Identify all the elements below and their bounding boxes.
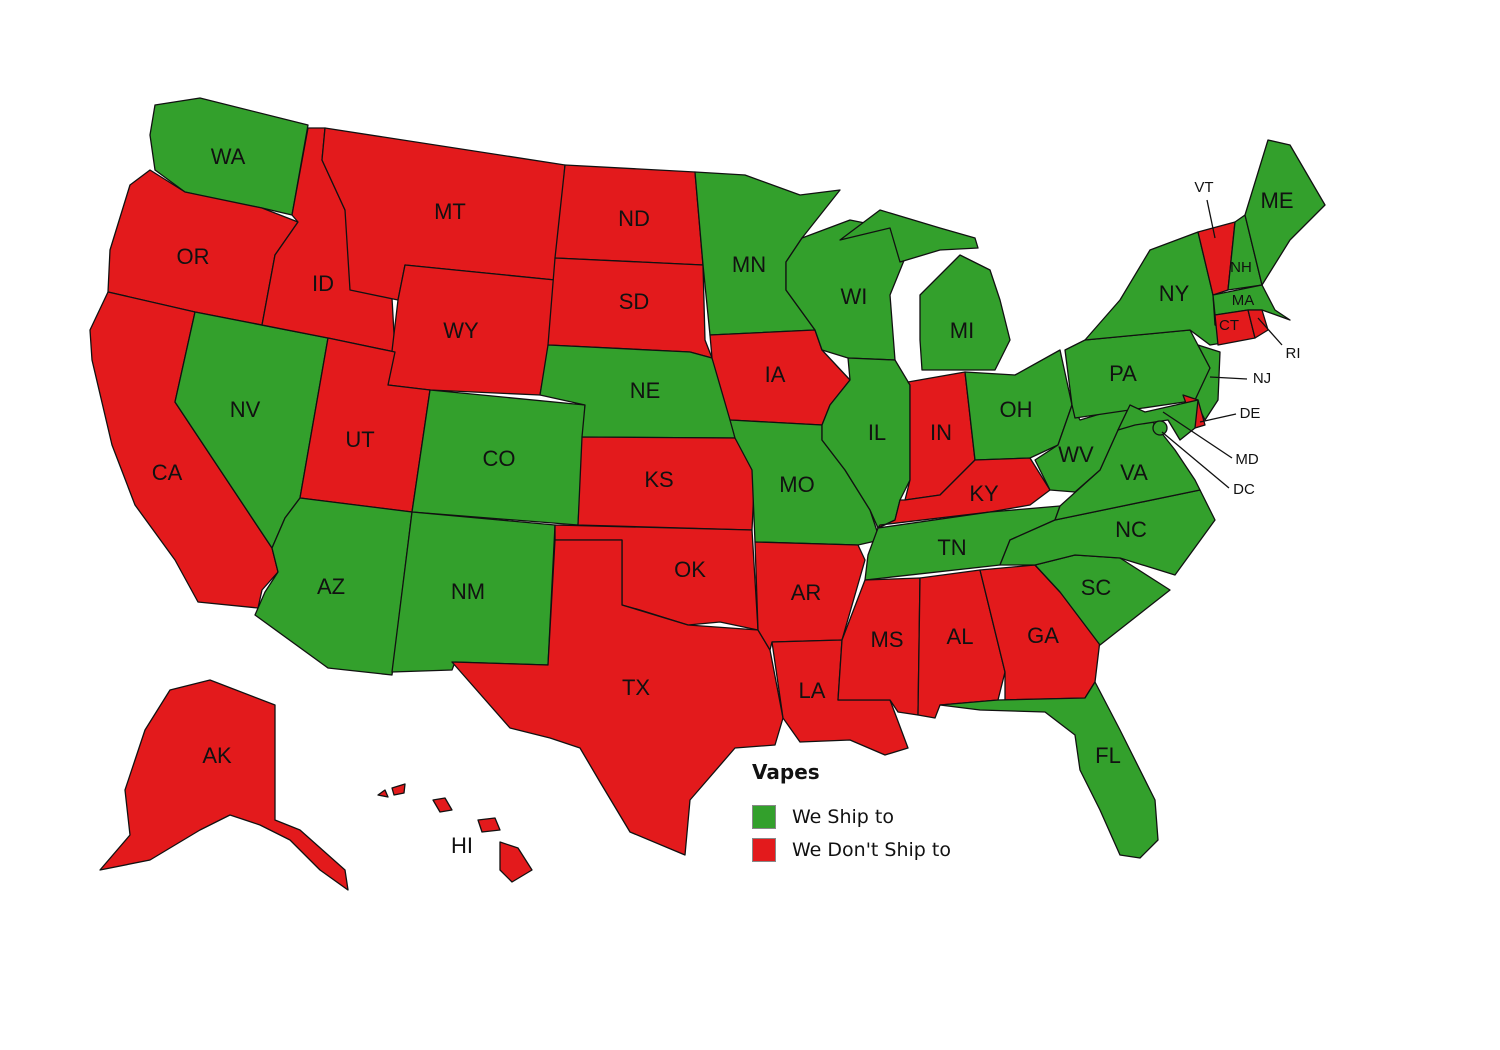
state-label-mt: MT bbox=[434, 199, 466, 224]
state-shape[interactable] bbox=[1152, 420, 1168, 436]
legend-item-ship: We Ship to bbox=[752, 800, 951, 833]
state-label-ks: KS bbox=[644, 467, 673, 492]
state-label-ar: AR bbox=[791, 580, 822, 605]
state-label-sc: SC bbox=[1081, 575, 1112, 600]
state-label-md: MD bbox=[1235, 451, 1258, 468]
state-md[interactable] bbox=[1117, 399, 1199, 441]
state-label-in: IN bbox=[930, 420, 952, 445]
state-label-ga: GA bbox=[1027, 623, 1059, 648]
leader-line bbox=[1161, 431, 1230, 489]
legend-swatch-no-ship bbox=[752, 837, 776, 862]
state-shape[interactable] bbox=[391, 783, 406, 796]
state-label-ok: OK bbox=[674, 557, 706, 582]
state-label-ny: NY bbox=[1159, 281, 1190, 306]
state-shape[interactable] bbox=[839, 209, 979, 263]
state-label-tx: TX bbox=[622, 675, 650, 700]
legend-swatch-ship bbox=[752, 804, 776, 829]
state-label-co: CO bbox=[483, 446, 516, 471]
state-ms[interactable] bbox=[837, 577, 921, 716]
legend: Vapes We Ship to We Don't Ship to bbox=[752, 760, 951, 866]
state-label-nj: NJ bbox=[1253, 370, 1271, 387]
leader-line bbox=[1209, 376, 1248, 380]
state-label-sd: SD bbox=[619, 289, 650, 314]
state-label-ct: CT bbox=[1219, 317, 1239, 334]
state-shape[interactable] bbox=[99, 679, 349, 891]
state-shape[interactable] bbox=[432, 797, 453, 813]
state-label-mn: MN bbox=[732, 252, 766, 277]
leader-line bbox=[1199, 413, 1237, 423]
state-label-ms: MS bbox=[871, 627, 904, 652]
state-label-mo: MO bbox=[779, 472, 814, 497]
state-label-dc: DC bbox=[1233, 481, 1255, 498]
state-label-tn: TN bbox=[937, 535, 966, 560]
state-label-nh: NH bbox=[1230, 259, 1252, 276]
legend-label-ship: We Ship to bbox=[792, 805, 894, 828]
legend-item-no-ship: We Don't Ship to bbox=[752, 833, 951, 866]
state-nj[interactable] bbox=[1194, 344, 1221, 421]
state-shape[interactable] bbox=[877, 457, 1051, 529]
state-hi[interactable] bbox=[377, 783, 533, 883]
leader-line bbox=[1206, 199, 1216, 239]
state-fl[interactable] bbox=[939, 681, 1159, 859]
state-ak[interactable] bbox=[99, 679, 349, 891]
state-label-wv: WV bbox=[1058, 442, 1094, 467]
state-label-az: AZ bbox=[317, 574, 345, 599]
state-shape[interactable] bbox=[499, 841, 533, 883]
state-label-nm: NM bbox=[451, 579, 485, 604]
state-label-ri: RI bbox=[1286, 345, 1301, 362]
state-label-or: OR bbox=[177, 244, 210, 269]
state-label-mi: MI bbox=[950, 318, 974, 343]
state-label-id: ID bbox=[312, 271, 334, 296]
state-shape[interactable] bbox=[1194, 344, 1221, 421]
state-label-ia: IA bbox=[765, 362, 786, 387]
state-dc[interactable] bbox=[1152, 420, 1168, 436]
state-label-nv: NV bbox=[230, 397, 261, 422]
state-label-ky: KY bbox=[969, 481, 999, 506]
state-label-ak: AK bbox=[202, 743, 232, 768]
legend-title: Vapes bbox=[752, 760, 820, 784]
state-label-hi: HI bbox=[451, 833, 473, 858]
state-label-vt: VT bbox=[1194, 179, 1213, 196]
state-label-oh: OH bbox=[1000, 397, 1033, 422]
state-label-il: IL bbox=[868, 420, 886, 445]
state-label-ca: CA bbox=[152, 460, 183, 485]
state-label-wy: WY bbox=[443, 318, 479, 343]
state-shape[interactable] bbox=[919, 254, 1011, 371]
state-label-wa: WA bbox=[211, 144, 246, 169]
state-mi[interactable] bbox=[839, 209, 1011, 371]
state-label-va: VA bbox=[1120, 460, 1148, 485]
state-label-me: ME bbox=[1261, 188, 1294, 213]
state-label-fl: FL bbox=[1095, 743, 1121, 768]
state-label-la: LA bbox=[799, 678, 826, 703]
state-tx[interactable] bbox=[451, 539, 784, 856]
state-shape[interactable] bbox=[939, 681, 1159, 859]
legend-label-no-ship: We Don't Ship to bbox=[792, 838, 951, 861]
state-ky[interactable] bbox=[877, 457, 1051, 529]
state-shape[interactable] bbox=[1117, 399, 1199, 441]
state-label-wi: WI bbox=[841, 284, 868, 309]
leader-line bbox=[1257, 317, 1283, 346]
state-label-nc: NC bbox=[1115, 517, 1147, 542]
state-label-pa: PA bbox=[1109, 361, 1137, 386]
state-label-ut: UT bbox=[345, 427, 374, 452]
state-shape[interactable] bbox=[477, 817, 501, 833]
state-shape[interactable] bbox=[837, 577, 921, 716]
state-shape[interactable] bbox=[377, 789, 389, 798]
state-label-nd: ND bbox=[618, 206, 650, 231]
state-shape[interactable] bbox=[451, 539, 784, 856]
state-label-ma: MA bbox=[1232, 292, 1255, 309]
state-label-ne: NE bbox=[630, 378, 661, 403]
state-label-al: AL bbox=[947, 624, 974, 649]
leader-line bbox=[1162, 411, 1233, 459]
state-label-de: DE bbox=[1240, 405, 1261, 422]
